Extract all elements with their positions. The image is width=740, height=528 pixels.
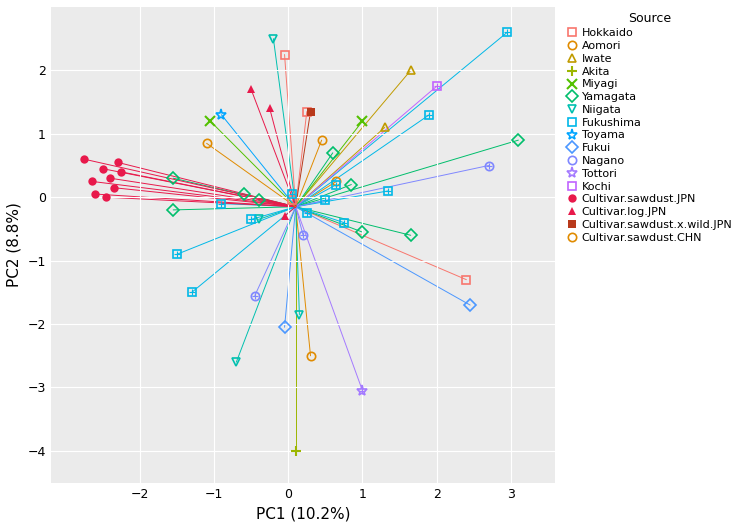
Y-axis label: PC2 (8.8%): PC2 (8.8%) bbox=[7, 202, 22, 287]
Legend: Hokkaido, Aomori, Iwate, Akita, Miyagi, Yamagata, Niigata, Fukushima, Toyama, Fu: Hokkaido, Aomori, Iwate, Akita, Miyagi, … bbox=[566, 13, 733, 243]
X-axis label: PC1 (10.2%): PC1 (10.2%) bbox=[256, 506, 350, 521]
